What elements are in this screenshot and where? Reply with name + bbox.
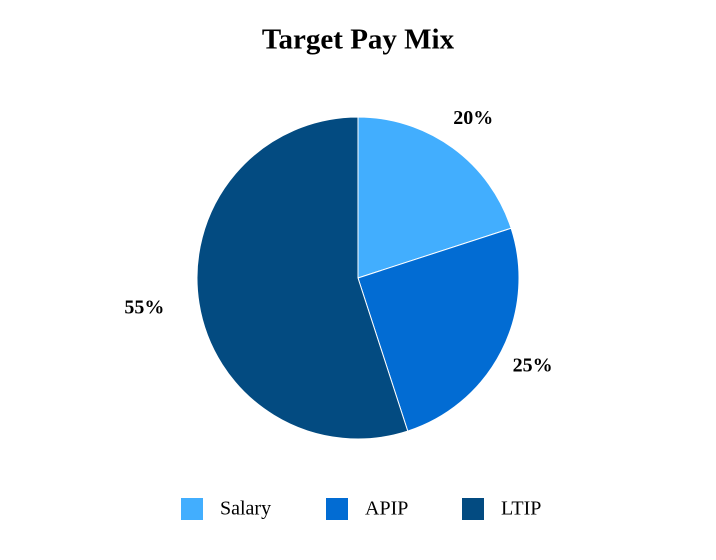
value-label: 20%: [453, 107, 493, 129]
pie-slice: [357, 227, 520, 432]
value-label: 25%: [513, 355, 553, 377]
chart-title: Target Pay Mix: [262, 24, 455, 56]
legend-swatch: [326, 498, 348, 520]
legend-label: Salary: [220, 498, 271, 520]
value-label: 55%: [124, 296, 164, 318]
legend-label: LTIP: [501, 498, 541, 520]
legend-swatch: [181, 498, 203, 520]
legend-swatch: [462, 498, 484, 520]
pie-slice: [196, 116, 409, 440]
pie-slice: [357, 116, 512, 279]
legend-label: APIP: [365, 498, 408, 520]
